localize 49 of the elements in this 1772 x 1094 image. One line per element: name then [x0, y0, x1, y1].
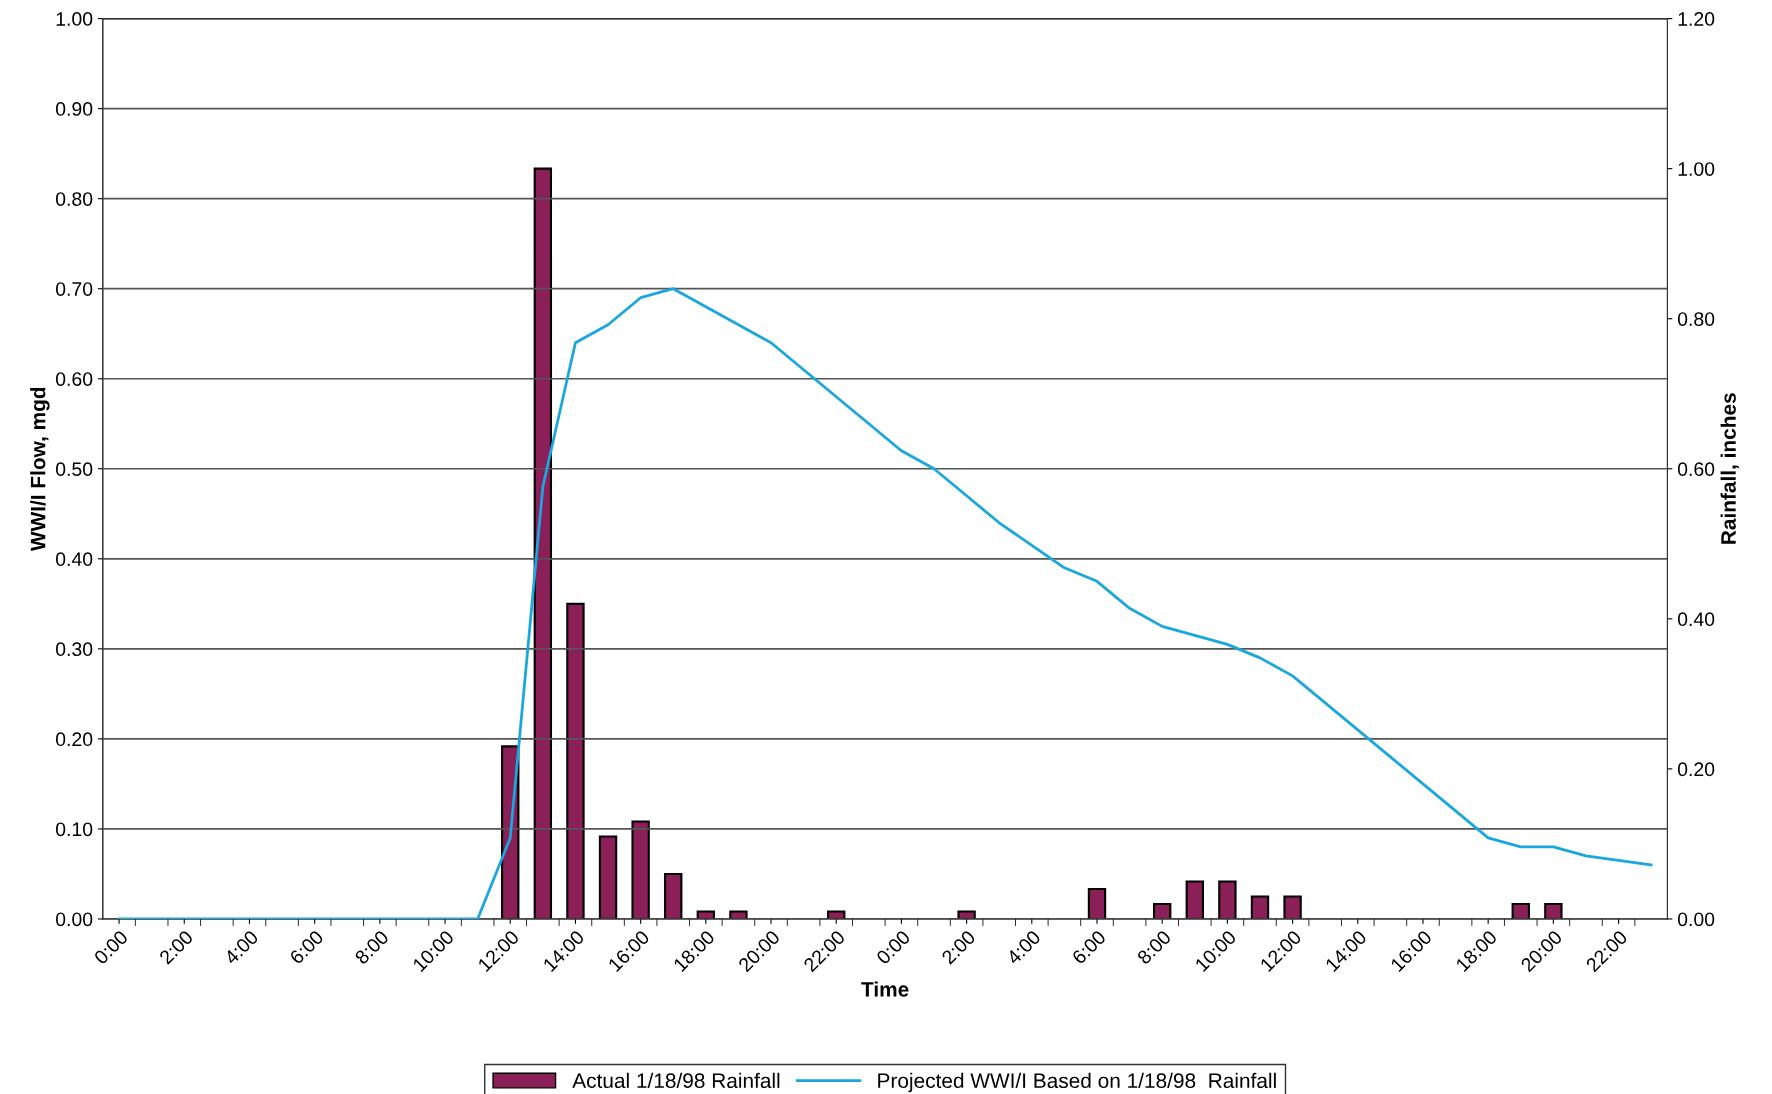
- y2-tick-label: 1.20: [1678, 12, 1715, 26]
- y2-tick-label: 0.60: [1677, 462, 1715, 477]
- x-tick-label: 0:00: [93, 929, 129, 965]
- y-tick-label: 0.90: [55, 102, 93, 116]
- bar: [729, 910, 748, 919]
- bar: [696, 910, 716, 919]
- y-tick-label: 0.80: [55, 192, 93, 206]
- bar: [1087, 887, 1107, 919]
- x-axis-title: Time: [861, 981, 909, 997]
- y2-tick-label: 0.40: [1677, 612, 1715, 627]
- y-tick-label: 0.30: [55, 642, 93, 657]
- legend-label: Projected WWI/I Based on 1/18/98 Rainfall: [878, 1072, 1276, 1093]
- y2-tick-label: 0.00: [1677, 912, 1715, 927]
- x-tick-label: 6:00: [1071, 929, 1107, 965]
- y-tick-label: 0.10: [55, 822, 93, 837]
- y-tick-label: 1.00: [56, 12, 93, 26]
- bar: [598, 835, 618, 919]
- bar: [533, 167, 553, 919]
- x-tick-label: 8:00: [354, 929, 390, 965]
- bar: [1544, 902, 1563, 919]
- x-tick-label: 8:00: [1136, 929, 1172, 965]
- bar: [631, 820, 650, 919]
- x-tick-label: 0:00: [875, 929, 911, 965]
- y2-tick-label: 1.00: [1678, 162, 1715, 176]
- line-series: [117, 287, 1653, 919]
- y2-axis-title: Rainfall, inches: [1720, 393, 1739, 544]
- x-tick-label: 4:00: [223, 929, 260, 966]
- y-tick-label: 0.20: [55, 732, 93, 747]
- legend-label: Actual 1/18/98 Rainfall: [572, 1072, 780, 1089]
- y-tick-label: 0.40: [55, 552, 93, 567]
- bar: [1283, 895, 1302, 919]
- bar: [1218, 880, 1237, 919]
- bar: [1511, 902, 1530, 919]
- y2-tick-label: 0.80: [1677, 312, 1715, 326]
- y-tick-label: 0.50: [55, 462, 93, 477]
- bar: [1250, 895, 1270, 919]
- y-axis-title: WWI/I Flow, mgd: [30, 387, 50, 552]
- y-tick-label: 0.60: [55, 372, 93, 386]
- y-tick-label: 0.00: [55, 912, 93, 927]
- bar: [957, 910, 976, 919]
- bar: [664, 872, 683, 919]
- bar: [1185, 880, 1204, 919]
- x-tick-label: 4:00: [1005, 929, 1042, 966]
- bar: [566, 602, 585, 919]
- bar: [827, 910, 846, 919]
- x-tick-label: 6:00: [288, 929, 325, 965]
- y-tick-label: 0.70: [55, 282, 93, 296]
- y2-tick-label: 0.20: [1677, 762, 1715, 777]
- bar: [1153, 902, 1172, 919]
